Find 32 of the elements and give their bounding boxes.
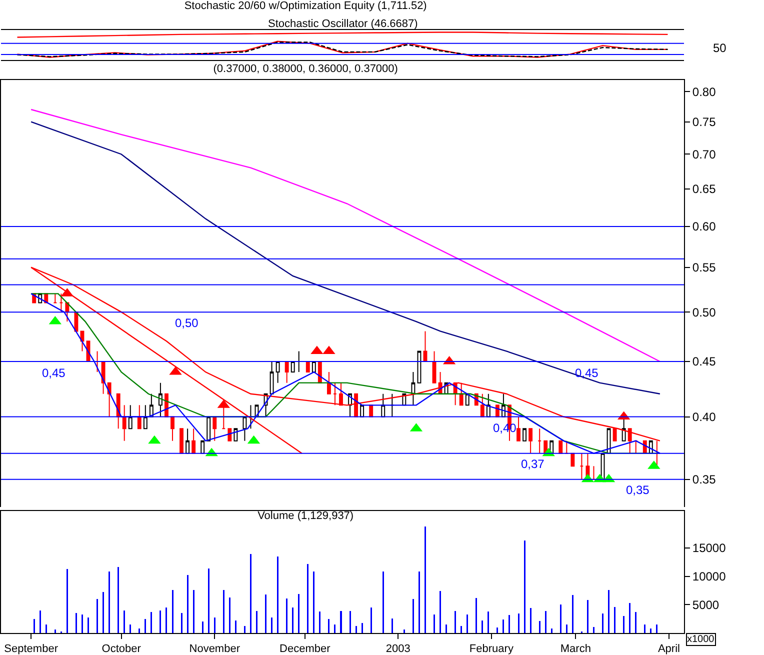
x-tick-label: November: [189, 643, 240, 655]
y-tick-label: 0.45: [692, 354, 716, 369]
y-tick-label: 10000: [692, 569, 726, 584]
x-tick-label: 2003: [386, 643, 410, 655]
annotation: 0,45: [575, 366, 599, 380]
annotation: 0,45: [42, 366, 66, 380]
y-tick-label: 15000: [692, 541, 726, 556]
text: 50: [713, 41, 727, 55]
y-axis-title: x1000: [687, 634, 715, 645]
x-tick-label: December: [280, 643, 331, 655]
y-tick-label: 0.40: [692, 410, 716, 424]
x-tick-label: February: [469, 643, 514, 655]
y-tick-label: 0.75: [692, 115, 716, 130]
y-tick-label: 0.80: [692, 84, 716, 99]
chart-title: (0.37000, 0.38000, 0.36000, 0.37000): [213, 62, 398, 75]
annotation: 0,50: [175, 316, 199, 330]
x-tick-label: October: [102, 643, 142, 655]
y-tick-label: 0.60: [692, 220, 716, 234]
x-tick-label: March: [560, 643, 591, 655]
y-tick-label: 0.65: [692, 182, 716, 196]
chart-title: Stochastic 20/60 w/Optimization Equity (1,711.52): [184, 0, 427, 12]
chart-title: Volume (1,129,937): [258, 510, 354, 522]
x-tick-label: April: [658, 643, 680, 655]
y-tick-label: 0.55: [692, 260, 716, 275]
y-tick-label: 0.50: [692, 305, 716, 320]
annotation: 0,35: [626, 483, 650, 497]
y-tick-label: 0.35: [692, 472, 716, 487]
y-tick-label: 5000: [692, 598, 720, 612]
x-tick-label: September: [4, 643, 58, 655]
chart-subtitle: Stochastic Oscillator (46.6687): [268, 18, 418, 30]
y-tick-label: 0.70: [692, 147, 716, 162]
annotation: 0,37: [521, 457, 545, 471]
